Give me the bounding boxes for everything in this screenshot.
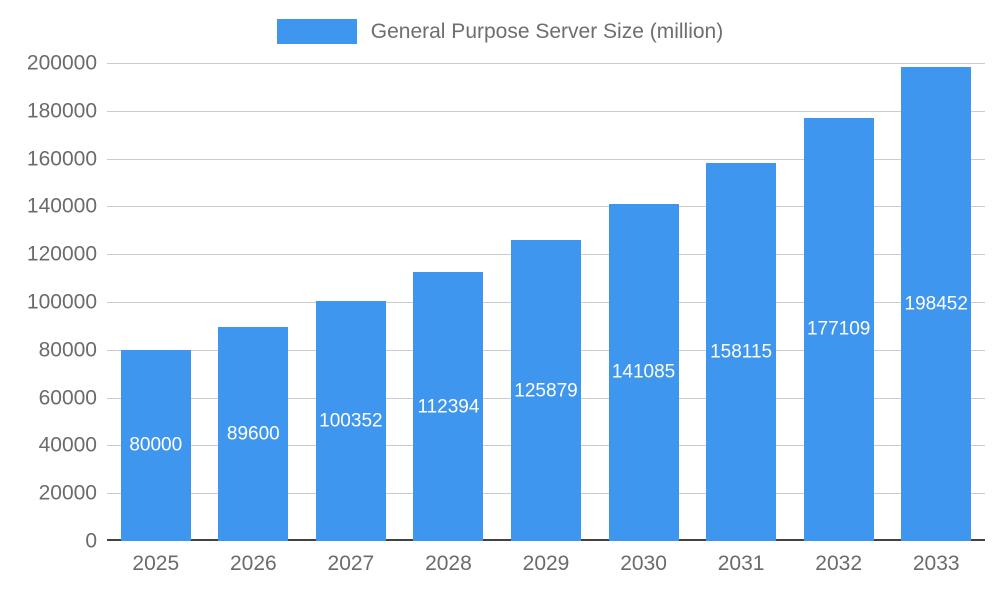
gridline	[107, 158, 985, 160]
bar-value-label: 89600	[226, 423, 280, 445]
bar[interactable]	[901, 66, 972, 541]
bar-value-label: 112394	[417, 396, 480, 418]
x-axis-tick-label: 2032	[815, 552, 863, 575]
x-axis-tick-label: 2031	[717, 552, 765, 575]
gridline	[107, 63, 985, 64]
bar[interactable]	[218, 326, 289, 541]
y-axis-tick-label: 180000	[26, 99, 97, 123]
bar[interactable]	[511, 240, 581, 541]
gridline	[107, 110, 985, 112]
legend-label: General Purpose Server Size (million)	[370, 19, 724, 43]
y-axis-tick-label: 0	[85, 529, 97, 553]
x-axis-tick-label: 2029	[522, 552, 570, 575]
y-axis-tick-label: 80000	[38, 338, 97, 362]
gridline	[107, 206, 985, 208]
bar[interactable]	[608, 203, 679, 541]
x-axis-tick-label: 2030	[620, 552, 667, 575]
y-axis-tick-label: 40000	[38, 433, 97, 457]
bar-value-label: 177109	[806, 318, 871, 340]
y-axis-tick-label: 200000	[26, 51, 97, 75]
bar-value-label: 80000	[129, 434, 183, 456]
plot-area: 80000 89600 100352 112394 125879 141085 158115…	[107, 63, 985, 541]
y-axis-tick-label: 160000	[26, 147, 97, 171]
bar[interactable]	[120, 349, 191, 541]
bar-value-label: 158115	[710, 341, 773, 363]
x-axis-tick-label: 2028	[425, 552, 472, 575]
chart-legend: General Purpose Server Size (million)	[0, 19, 1000, 44]
x-axis-tick-label: 2026	[229, 552, 277, 575]
y-axis-tick-label: 140000	[26, 194, 97, 218]
y-axis-tick-label: 20000	[38, 481, 97, 505]
bar[interactable]	[315, 301, 386, 541]
x-axis-tick-label: 2025	[132, 552, 180, 575]
legend-swatch	[276, 19, 357, 44]
y-axis-tick-label: 120000	[26, 242, 97, 266]
bar-value-label: 100352	[319, 410, 383, 432]
x-axis-tick-label: 2027	[327, 552, 375, 575]
bar-value-label: 141085	[611, 361, 676, 383]
x-axis-tick-label: 2033	[912, 552, 960, 575]
bar-value-label: 198452	[904, 293, 968, 315]
y-axis-tick-label: 100000	[26, 290, 97, 314]
bar[interactable]	[413, 272, 484, 541]
bar[interactable]	[803, 117, 874, 541]
bar-value-label: 125879	[514, 380, 578, 402]
bar[interactable]	[706, 163, 777, 541]
y-axis-tick-label: 60000	[38, 386, 97, 410]
